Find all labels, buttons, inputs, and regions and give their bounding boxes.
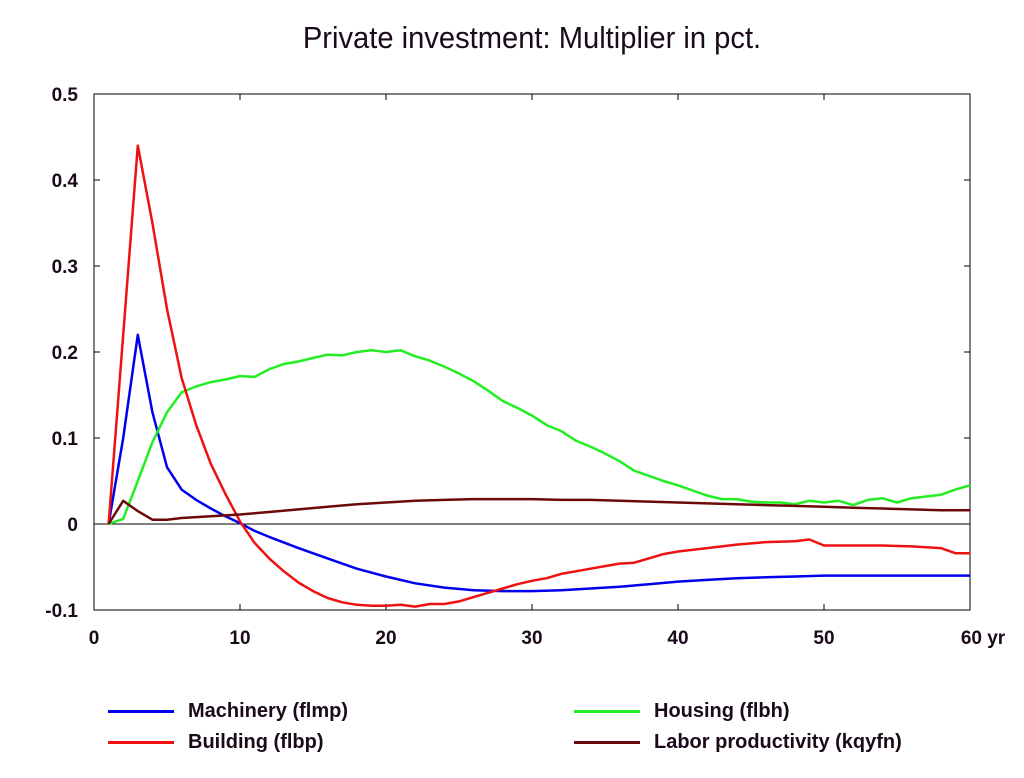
axis-tick-labels: 0 10 20 30 40 50 60 yr -0.1 0 0.1 0.2 0.3 0.4 0.5 [45,85,1006,649]
legend-swatch-building [108,740,174,744]
legend-label-housing: Housing (flbh) [654,699,790,722]
x-tick-label: 50 [813,628,834,649]
x-tick-label: 60 yr [961,628,1006,649]
y-tick-label: 0.3 [52,257,78,278]
series-line-labor-productivity [107,497,970,525]
legend-label-machinery: Machinery (flmp) [188,699,349,722]
series-line-building [107,144,970,608]
legend-item-building: Building (flbp) [108,727,324,757]
legend-swatch-labor-productivity [574,740,640,744]
y-tick-label: -0.1 [45,601,78,622]
legend-swatch-machinery [108,709,174,713]
legend-swatch-housing [574,709,640,713]
legend-item-housing: Housing (flbh) [574,696,790,726]
legend: Machinery (flmp) Housing (flbh) Building… [0,696,1024,766]
chart-title: Private investment: Multiplier in pct. [302,20,762,55]
plot-frame [93,93,971,611]
legend-item-machinery: Machinery (flmp) [108,696,348,726]
x-tick-label: 30 [521,628,542,649]
y-tick-label: 0.2 [52,343,78,364]
x-tick-label: 0 [89,628,100,649]
series-line-machinery [107,333,970,593]
plot-border [93,93,971,611]
y-tick-label: 0 [67,515,78,536]
x-tick-label: 10 [229,628,250,649]
legend-label-building: Building (flbp) [188,730,324,753]
y-tick-label: 0.4 [52,171,79,192]
legend-item-labor-productivity: Labor productivity (kqyfn) [574,727,902,757]
legend-label-labor-productivity: Labor productivity (kqyfn) [654,730,902,753]
y-tick-label: 0.5 [52,85,79,106]
line-chart: 0 10 20 30 40 50 60 yr -0.1 0 0.1 0.2 0.3 0.4 0.5 [45,85,1006,649]
series-lines [107,144,971,608]
series-line-housing [108,349,971,526]
x-tick-label: 20 [375,628,396,649]
axis-ticks [93,93,971,611]
x-tick-label: 40 [667,628,688,649]
y-tick-label: 0.1 [52,429,79,450]
